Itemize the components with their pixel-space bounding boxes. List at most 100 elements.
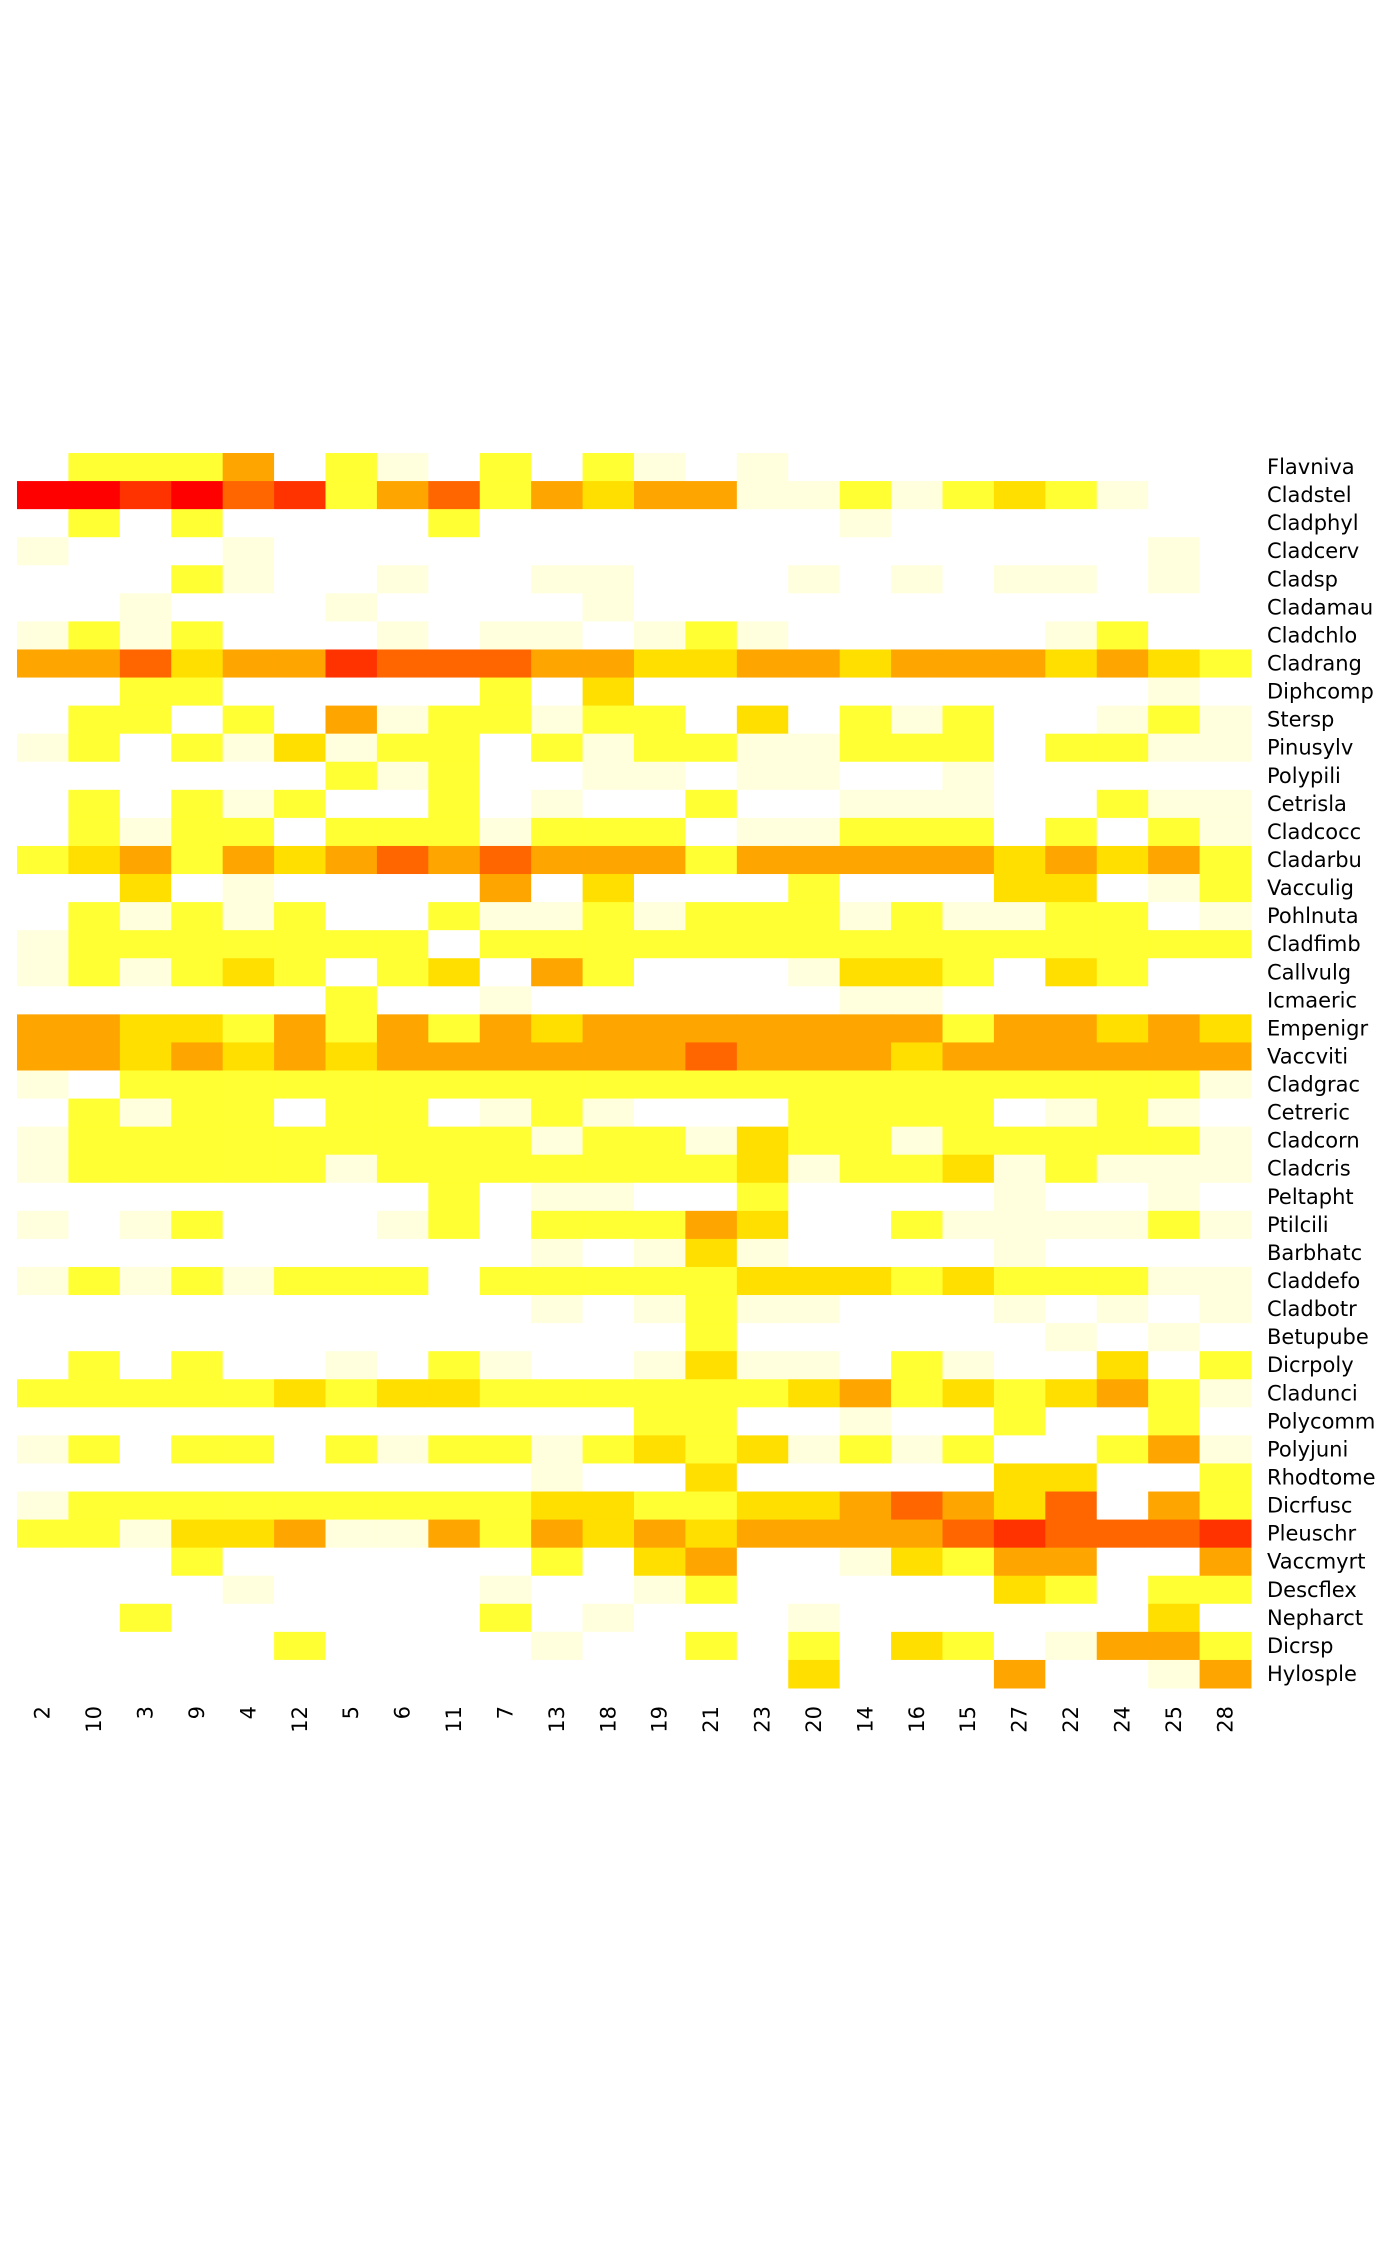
heatmap-cell: [891, 1463, 943, 1493]
heatmap-cell: [68, 1491, 121, 1521]
row-label: Dicrsp: [1267, 1634, 1333, 1658]
heatmap-cell: [891, 1631, 943, 1661]
heatmap-cell: [222, 537, 275, 566]
heatmap-cell: [1148, 817, 1201, 847]
heatmap-cell: [942, 1463, 995, 1493]
heatmap-cell: [1199, 958, 1252, 987]
heatmap-cell: [1199, 1379, 1252, 1408]
heatmap-cell: [1096, 1659, 1149, 1689]
heatmap-cell: [274, 845, 326, 875]
heatmap-cell: [376, 1491, 429, 1521]
heatmap-cell: [531, 1182, 584, 1212]
heatmap-cell: [993, 845, 1046, 875]
row-label: Nepharct: [1267, 1606, 1363, 1630]
heatmap-cell: [839, 1323, 892, 1352]
heatmap-cell: [119, 789, 172, 819]
heatmap-cell: [993, 1154, 1046, 1184]
heatmap-cell: [634, 593, 686, 622]
heatmap-cell: [788, 1323, 841, 1352]
heatmap-cell: [325, 677, 378, 707]
heatmap-cell: [788, 874, 841, 903]
heatmap-cell: [839, 705, 892, 735]
heatmap-cell: [891, 705, 943, 735]
heatmap-cell: [17, 509, 69, 538]
heatmap-cell: [582, 930, 635, 959]
column-label: 3: [134, 1706, 158, 1719]
heatmap-cell: [171, 733, 224, 763]
heatmap-cell: [222, 1295, 275, 1324]
heatmap-cell: [479, 1379, 532, 1408]
heatmap-cell: [788, 1351, 841, 1380]
heatmap-cell: [839, 1210, 892, 1240]
heatmap-cell: [171, 1463, 224, 1493]
heatmap-cell: [891, 453, 943, 482]
heatmap-cell: [685, 1210, 738, 1240]
heatmap-cell: [119, 649, 172, 679]
heatmap-cell: [68, 1407, 121, 1436]
heatmap-cell: [634, 1631, 686, 1661]
heatmap-cell: [119, 986, 172, 1015]
heatmap-cell: [325, 593, 378, 622]
heatmap-cell: [274, 761, 326, 791]
heatmap-cell: [376, 677, 429, 707]
heatmap-cell: [479, 1154, 532, 1184]
heatmap-cell: [839, 1659, 892, 1689]
heatmap-cell: [582, 481, 635, 510]
heatmap-cell: [839, 1154, 892, 1184]
heatmap-cell: [788, 1042, 841, 1071]
heatmap-cell: [274, 537, 326, 566]
heatmap-cell: [1199, 1631, 1252, 1661]
heatmap-cell: [1045, 453, 1098, 482]
heatmap-cell: [1096, 986, 1149, 1015]
heatmap-cell: [274, 453, 326, 482]
heatmap-cell: [17, 1379, 69, 1408]
heatmap-cell: [119, 817, 172, 847]
heatmap-cell: [1045, 1407, 1098, 1436]
heatmap-cell: [68, 1210, 121, 1240]
heatmap-cell: [1199, 649, 1252, 679]
heatmap-cell: [274, 817, 326, 847]
heatmap-cell: [788, 1603, 841, 1633]
heatmap-cell: [685, 537, 738, 566]
heatmap-cell: [274, 1519, 326, 1549]
heatmap-cell: [68, 1435, 121, 1464]
heatmap-cell: [222, 481, 275, 510]
heatmap-cell: [634, 1659, 686, 1689]
heatmap-cell: [634, 1547, 686, 1577]
heatmap-cell: [171, 930, 224, 959]
heatmap-cell: [325, 565, 378, 594]
heatmap-cell: [68, 1266, 121, 1296]
heatmap-cell: [942, 761, 995, 791]
heatmap-cell: [325, 1266, 378, 1296]
heatmap-cell: [222, 1631, 275, 1661]
heatmap-cell: [531, 1519, 584, 1549]
heatmap-cell: [736, 874, 789, 903]
heatmap-cell: [942, 621, 995, 650]
heatmap-cell: [788, 1126, 841, 1156]
heatmap-cell: [17, 1182, 69, 1212]
heatmap-cell: [479, 1491, 532, 1521]
heatmap-cell: [274, 481, 326, 510]
heatmap-cell: [1148, 1295, 1201, 1324]
heatmap-cell: [119, 1575, 172, 1605]
heatmap-cell: [1045, 1659, 1098, 1689]
heatmap-cell: [839, 1631, 892, 1661]
heatmap-cell: [325, 453, 378, 482]
row-label: Barbhatc: [1267, 1241, 1362, 1265]
heatmap-cell: [1199, 902, 1252, 931]
heatmap-cell: [1096, 1210, 1149, 1240]
heatmap-cell: [942, 1491, 995, 1521]
heatmap-cell: [736, 1519, 789, 1549]
heatmap-cell: [1148, 453, 1201, 482]
heatmap-cell: [376, 1659, 429, 1689]
row-label: Cladfimb: [1267, 932, 1361, 956]
heatmap-cell: [68, 1042, 121, 1071]
heatmap-cell: [1045, 537, 1098, 566]
heatmap-cell: [891, 789, 943, 819]
heatmap-cell: [685, 1070, 738, 1100]
heatmap-cell: [1096, 1351, 1149, 1380]
heatmap-cell: [171, 621, 224, 650]
row-label: Stersp: [1267, 708, 1334, 732]
heatmap-cell: [736, 1154, 789, 1184]
heatmap-cell: [428, 1266, 481, 1296]
